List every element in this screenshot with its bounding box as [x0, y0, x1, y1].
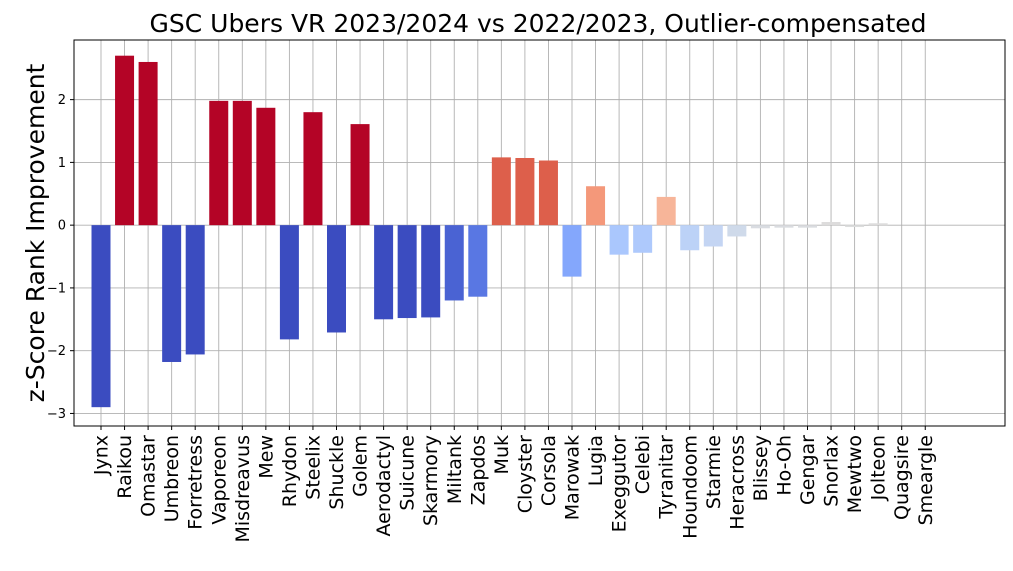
x-tick-label: Cloyster	[514, 435, 536, 513]
y-tick-label: −3	[47, 407, 66, 422]
y-axis-label: z-Score Rank Improvement	[21, 63, 50, 402]
x-tick-label: Jolteon	[868, 435, 890, 501]
x-tick-label: Suicune	[397, 435, 419, 511]
bar-heracross	[727, 225, 747, 237]
bar-muk	[491, 157, 511, 226]
bar-omastar	[138, 61, 158, 226]
x-tick-label: Raikou	[114, 435, 136, 499]
bar-jynx	[91, 225, 111, 408]
x-tick-label: Ho-Oh	[773, 435, 795, 496]
bar-jolteon	[868, 223, 888, 226]
bar-mewtwo	[845, 225, 865, 228]
x-tick-label: Lugia	[585, 435, 607, 486]
bar-forretress	[185, 225, 205, 355]
bar-suicune	[397, 225, 417, 319]
bar-marowak	[562, 225, 582, 277]
x-tick-label: Marowak	[562, 435, 584, 520]
x-tick-label: Heracross	[726, 435, 748, 530]
x-tick-label: Golem	[350, 435, 372, 497]
bar-mew	[256, 107, 276, 226]
x-tick-label: Celebi	[632, 435, 654, 494]
bar-misdreavus	[232, 100, 252, 226]
y-tick-label: −2	[47, 344, 66, 359]
x-axis-ticks: Jynx Raikou Omastar Umbreon Forretress Vapore…	[91, 426, 937, 543]
x-tick-label: Tyranitar	[656, 435, 678, 520]
bar-celebi	[633, 225, 653, 253]
bar-steelix	[303, 112, 323, 226]
x-tick-label: Zapdos	[467, 435, 489, 505]
y-tick-label: −1	[47, 281, 66, 296]
bar-ho-oh	[774, 225, 794, 228]
x-tick-label: Aerodactyl	[373, 435, 395, 537]
x-tick-label: Jynx	[91, 435, 113, 476]
x-tick-label: Rhydon	[279, 435, 301, 507]
bar-shuckle	[327, 225, 346, 333]
x-tick-label: Exeggutor	[609, 435, 631, 533]
bar-lugia	[586, 186, 606, 226]
bar-rhydon	[279, 225, 299, 340]
y-axis-ticks: −3 −2 −1 0 1 2	[47, 93, 74, 422]
bar-snorlax	[821, 222, 841, 226]
y-tick-label: 0	[58, 219, 66, 234]
grid-lines	[74, 40, 1005, 426]
x-tick-label: Smeargle	[915, 435, 937, 525]
bar-miltank	[444, 225, 464, 301]
bars	[91, 55, 888, 408]
x-tick-label: Corsola	[538, 435, 560, 506]
bar-blissey	[750, 225, 770, 229]
bar-raikou	[115, 55, 135, 226]
x-tick-label: Gengar	[797, 435, 819, 505]
bar-golem	[350, 124, 370, 226]
x-tick-label: Vaporeon	[208, 435, 230, 525]
x-tick-label: Muk	[491, 435, 513, 474]
x-tick-label: Starmie	[703, 435, 725, 509]
x-tick-label: Shuckle	[326, 435, 348, 510]
bar-corsola	[538, 160, 558, 226]
bar-zapdos	[468, 225, 488, 297]
bar-skarmory	[421, 225, 441, 318]
x-tick-label: Umbreon	[161, 435, 183, 522]
x-tick-label: Mew	[255, 435, 277, 479]
x-tick-label: Mewtwo	[844, 435, 866, 513]
x-tick-label: Misdreavus	[232, 435, 254, 543]
x-tick-label: Blissey	[750, 435, 772, 501]
x-tick-label: Quagsire	[891, 435, 913, 520]
bar-tyranitar	[656, 196, 676, 226]
x-tick-label: Miltank	[444, 435, 466, 504]
x-tick-label: Forretress	[185, 435, 207, 530]
bar-aerodactyl	[374, 225, 394, 320]
bar-cloyster	[515, 157, 535, 226]
x-tick-label: Omastar	[138, 435, 160, 517]
x-tick-label: Houndoom	[679, 435, 701, 539]
bar-gengar	[798, 225, 817, 228]
bar-vaporeon	[209, 100, 229, 226]
bar-starmie	[703, 225, 723, 247]
bar-umbreon	[162, 225, 182, 362]
bar-exeggutor	[609, 225, 629, 255]
x-tick-label: Snorlax	[821, 435, 843, 507]
bar-houndoom	[680, 225, 700, 251]
x-tick-label: Steelix	[302, 435, 324, 500]
y-tick-label: 1	[58, 156, 66, 171]
chart-title: GSC Ubers VR 2023/2024 vs 2022/2023, Out…	[150, 9, 927, 38]
y-tick-label: 2	[58, 93, 66, 108]
x-tick-label: Skarmory	[420, 435, 442, 526]
plot-frame	[73, 39, 1006, 427]
